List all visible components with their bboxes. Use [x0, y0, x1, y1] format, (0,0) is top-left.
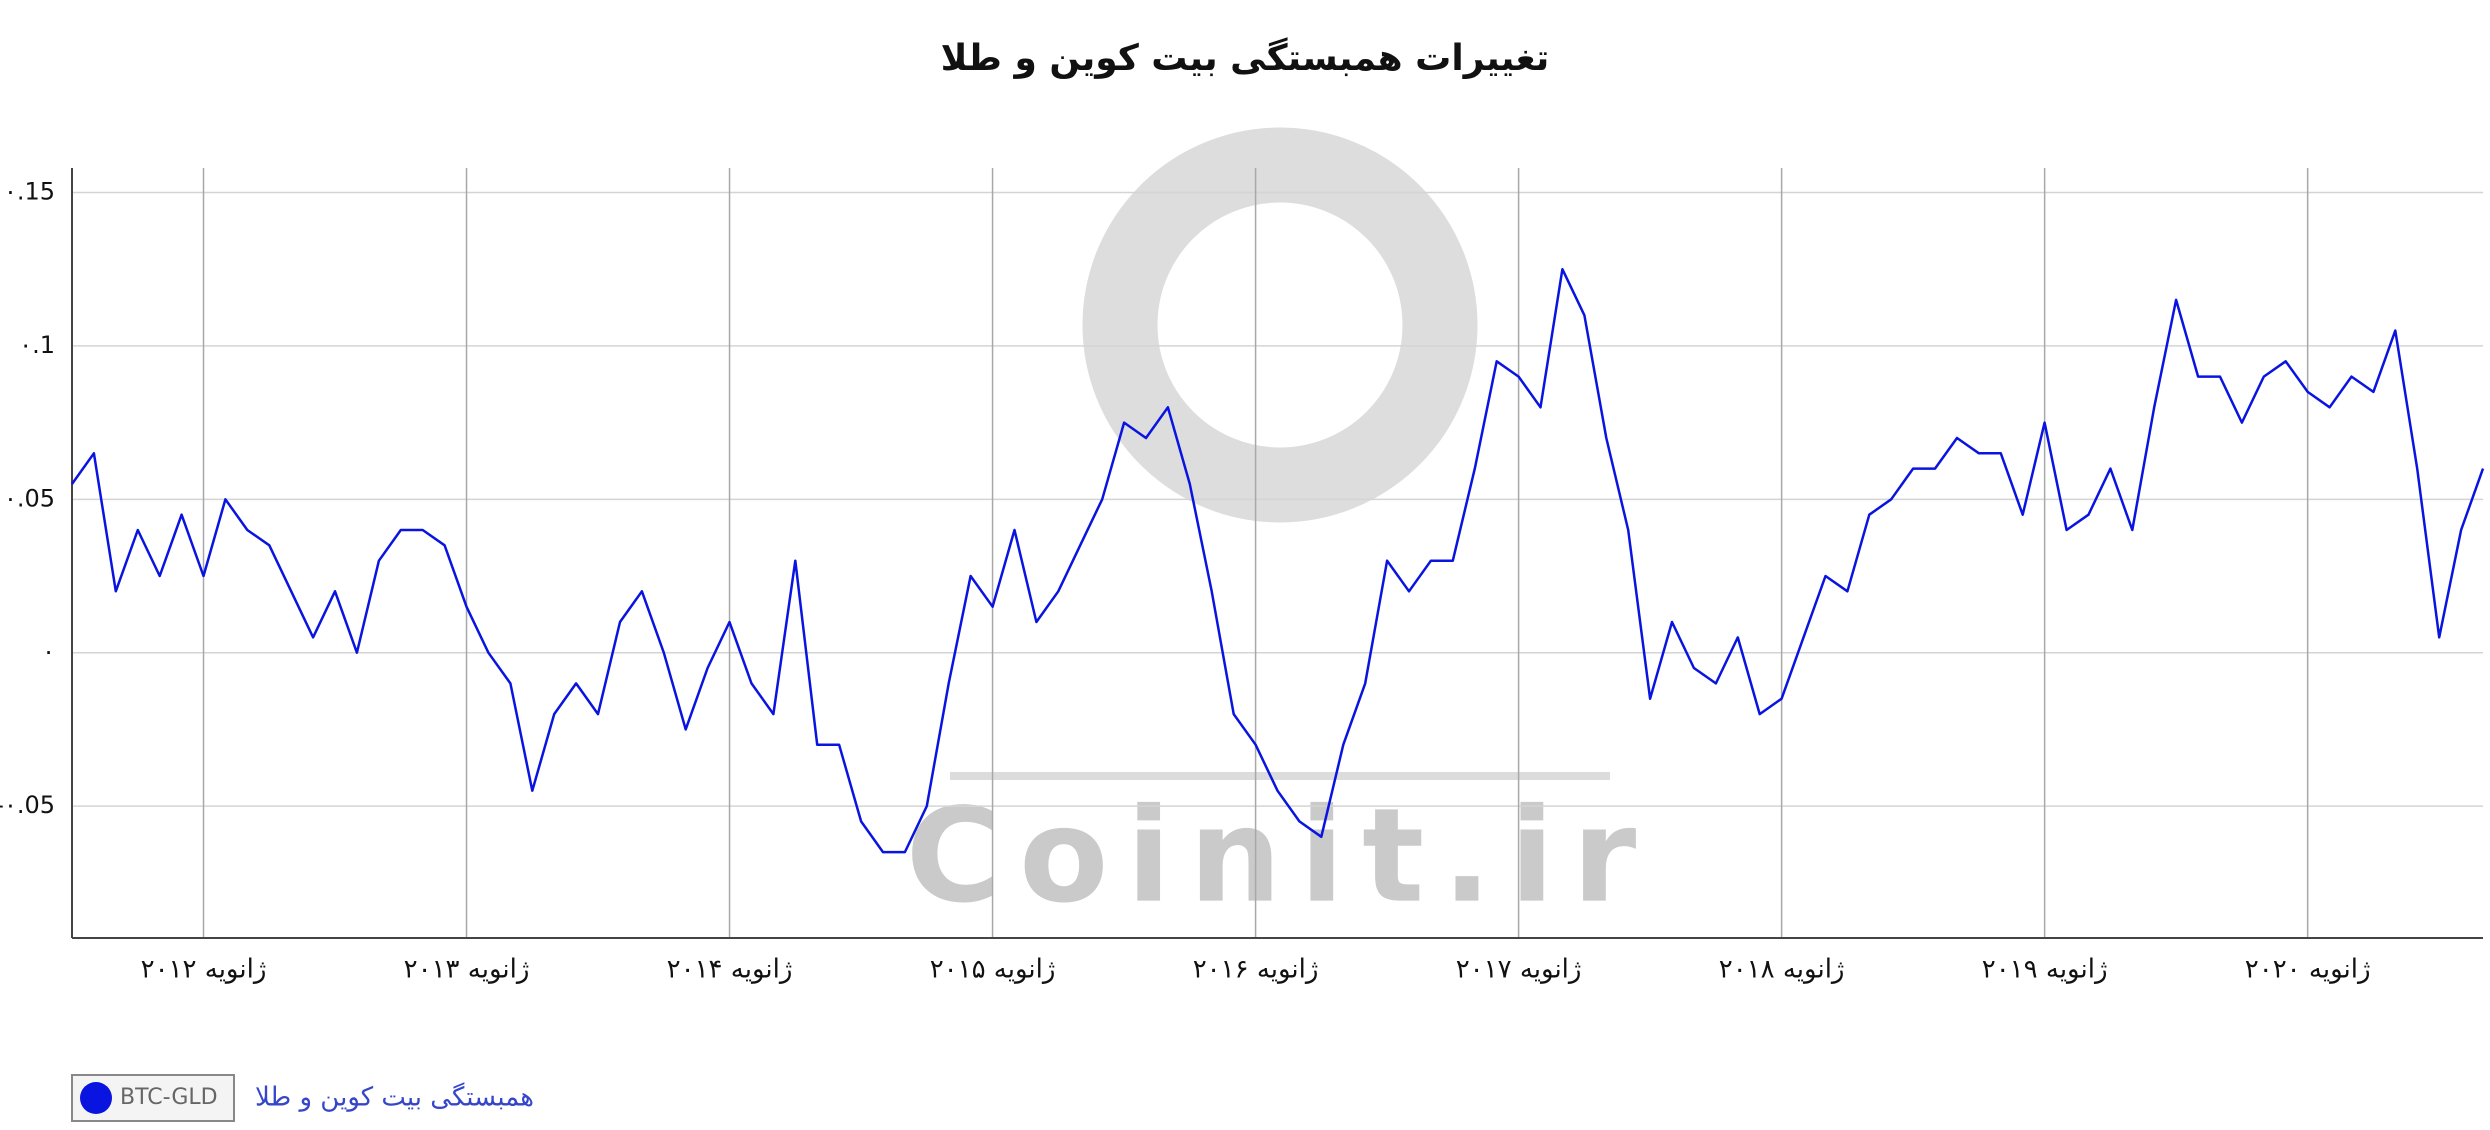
x-tick-label: ژانویه ۲۰۱۹ [1982, 955, 2108, 985]
data-line [70, 267, 2485, 854]
chart-title: تغییرات همبستگی بیت کوین و طلا [941, 37, 1550, 79]
legend-swatch [80, 1082, 112, 1114]
watermark-text: Coinit.ir [906, 780, 1655, 932]
x-tick-label: ژانویه ۲۰۱۳ [404, 955, 530, 985]
x-tick-label: ژانویه ۲۰۱۸ [1719, 955, 1845, 985]
watermark-ring [1082, 127, 1478, 523]
legend-label: همبستگی بیت کوین و طلا [255, 1082, 534, 1113]
x-tick-label: ژانویه ۲۰۱۵ [930, 955, 1056, 985]
y-tick-label: -۰.05 [0, 791, 55, 819]
watermark: Coinit.ir [906, 127, 1655, 932]
legend-item[interactable]: BTC-GLD همبستگی بیت کوین و طلا [71, 1074, 534, 1122]
x-tick-label: ژانویه ۲۰۱۷ [1456, 955, 1582, 985]
legend-code: BTC-GLD [120, 1085, 218, 1110]
watermark-bar [950, 772, 1610, 780]
y-tick-label: ۰.15 [4, 178, 55, 206]
y-tick-label: ۰.1 [19, 331, 55, 359]
y-tick-label: ۰ [42, 638, 55, 666]
x-tick-label: ژانویه ۲۰۱۲ [141, 955, 267, 985]
x-tick-label: ژانویه ۲۰۱۶ [1193, 955, 1319, 985]
y-tick-label: ۰.05 [4, 484, 55, 512]
x-tick-label: ژانویه ۲۰۲۰ [2245, 955, 2371, 985]
x-tick-label: ژانویه ۲۰۱۴ [667, 955, 793, 985]
